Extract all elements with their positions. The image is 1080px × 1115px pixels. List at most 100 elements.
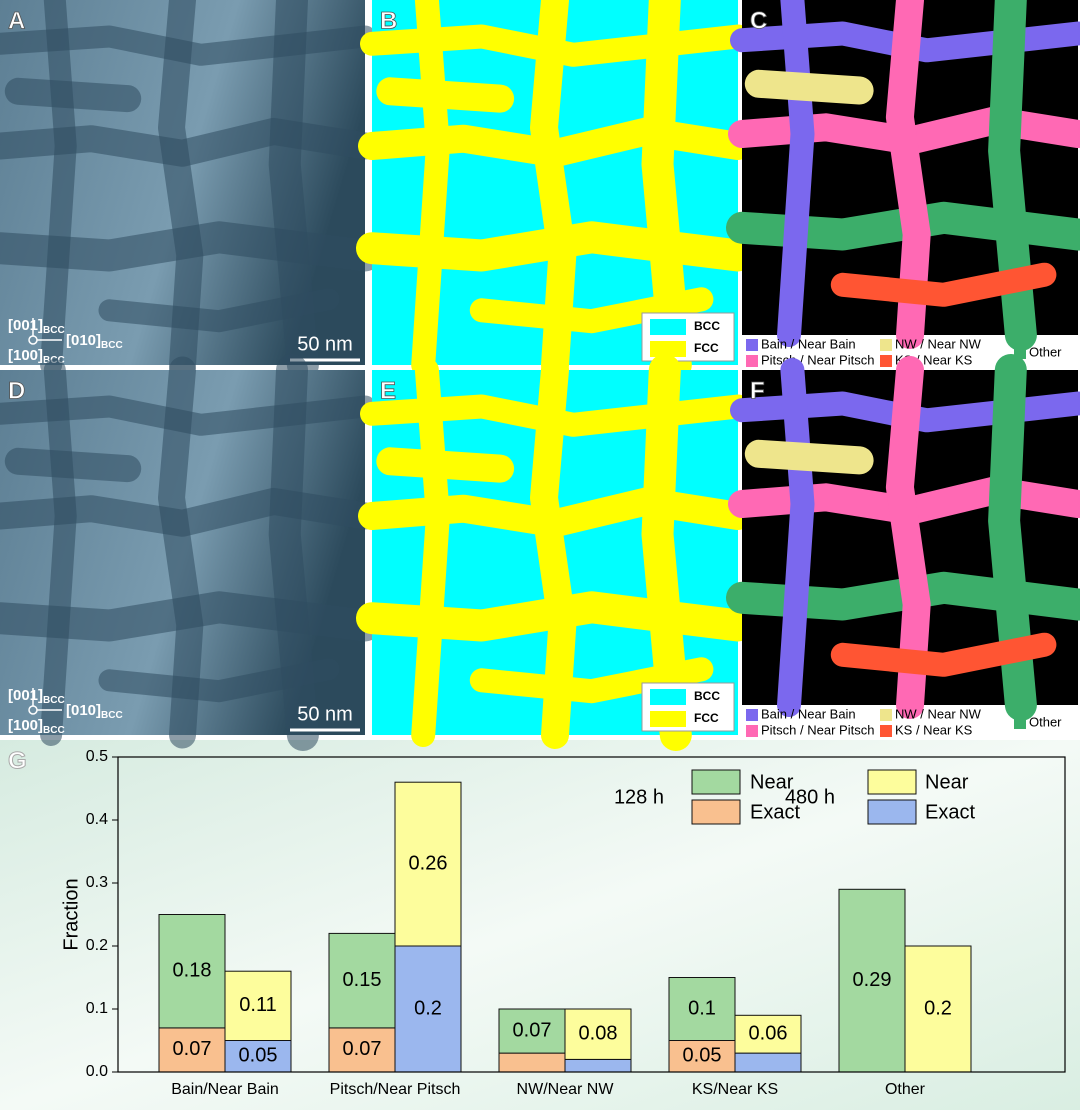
bar-segment [328, 1027, 396, 1073]
data-label: 0.29 [853, 969, 892, 991]
direction-index: [010] [66, 332, 101, 349]
map-feature [376, 77, 515, 113]
micrograph-feature [4, 77, 142, 113]
data-label: 0.15 [343, 969, 382, 991]
y-tick-label: 0.5 [86, 748, 108, 765]
direction-label: [001]BCC [8, 687, 65, 706]
x-tick-label: Pitsch/Near Pitsch [330, 1081, 461, 1098]
data-label: 0.05 [239, 1045, 278, 1067]
data-label: 0.2 [924, 997, 952, 1019]
scale-bar-label: 50 nm [297, 333, 353, 355]
data-label: 0.08 [579, 1022, 618, 1044]
scale-bar-label: 50 nm [297, 703, 353, 725]
legend-swatch [691, 769, 741, 795]
direction-subscript: BCC [101, 340, 123, 351]
direction-label: [001]BCC [8, 317, 65, 336]
map-feature [744, 69, 874, 105]
panel-label: E [380, 377, 396, 404]
map-feature [469, 287, 714, 334]
bar-segment [564, 1008, 632, 1060]
legend-label: Bain / Near Bain [761, 706, 856, 721]
legend-label: Near [750, 771, 794, 793]
bar-segment [668, 977, 736, 1041]
data-label: 0.05 [683, 1045, 722, 1067]
direction-subscript: BCC [43, 325, 65, 336]
bar-segment [904, 945, 972, 1073]
direction-label: [100]BCC [8, 717, 65, 736]
legend-swatch [650, 341, 686, 357]
legend-swatch [880, 709, 892, 721]
legend-label: Other [1029, 344, 1062, 359]
data-label: 0.07 [173, 1038, 212, 1060]
map-feature [777, 358, 815, 717]
panel-label: D [8, 377, 25, 404]
map-feature [777, 0, 815, 347]
bar-segment [158, 1027, 226, 1073]
map-feature [411, 0, 450, 377]
panel: D50 nm[001]BCC[010]BCC[100]BCC [0, 354, 381, 751]
x-tick-label: KS/Near KS [692, 1081, 778, 1098]
legend-label: NW / Near NW [895, 706, 982, 721]
data-label: 0.2 [414, 997, 442, 1019]
legend-swatch [867, 799, 917, 825]
legend-group-label: 480 h [785, 786, 835, 808]
direction-index: [100] [8, 717, 43, 734]
map-feature [376, 447, 515, 483]
legend-swatch [650, 711, 686, 727]
micrograph-feature [40, 0, 77, 376]
legend-swatch [746, 709, 758, 721]
legend-swatch [746, 355, 758, 367]
legend-label: Near [925, 771, 969, 793]
direction-index: [001] [8, 317, 43, 334]
panel-label: F [750, 377, 765, 404]
y-tick-label: 0.4 [86, 811, 108, 828]
bar-segment [224, 1040, 292, 1073]
panel: BCC FCC E [356, 354, 754, 751]
data-label: 0.07 [513, 1019, 552, 1041]
data-label: 0.06 [749, 1022, 788, 1044]
legend-swatch [867, 769, 917, 795]
panel-label: B [380, 7, 397, 34]
bar-segment [734, 1014, 802, 1054]
x-tick-label: Other [885, 1081, 926, 1098]
data-label: 0.1 [688, 997, 716, 1019]
micrograph-feature [40, 359, 77, 746]
legend-swatch [746, 725, 758, 737]
direction-subscript: BCC [101, 710, 123, 721]
legend-label: FCC [694, 711, 719, 725]
direction-index: [001] [8, 687, 43, 704]
legend-label: Exact [925, 801, 975, 823]
bar-segment [394, 945, 462, 1073]
bar-segment [224, 970, 292, 1042]
legend-swatch [691, 799, 741, 825]
legend-label: NW / Near NW [895, 336, 982, 351]
legend-swatch [1014, 717, 1026, 729]
data-label: 0.26 [409, 852, 448, 874]
bar-segment [498, 1052, 566, 1073]
map-feature [744, 439, 874, 475]
legend-label: BCC [694, 319, 720, 333]
plot-frame [117, 756, 1066, 1073]
legend-label: Pitsch / Near Pitsch [761, 352, 874, 367]
legend-label: Exact [750, 801, 800, 823]
y-tick-label: 0.0 [86, 1063, 108, 1080]
legend-swatch [746, 339, 758, 351]
data-label: 0.18 [173, 959, 212, 981]
x-tick-label: Bain/Near Bain [171, 1081, 279, 1098]
direction-label: [010]BCC [66, 332, 123, 351]
legend-swatch [650, 319, 686, 335]
y-tick-label: 0.1 [86, 1000, 108, 1017]
micrograph-feature [98, 288, 340, 333]
direction-label: [010]BCC [66, 702, 123, 721]
bar-segment [734, 1052, 802, 1073]
panel: Bain / Near Bain Pitsch / Near Pitsch NW /… [726, 354, 1080, 737]
legend-swatch [880, 355, 892, 367]
y-axis-label: Fraction [60, 878, 82, 950]
panel-label: A [8, 7, 25, 34]
direction-index: [100] [8, 347, 43, 364]
map-feature [469, 657, 714, 704]
map-feature [411, 358, 450, 747]
micrograph-feature [98, 658, 340, 703]
